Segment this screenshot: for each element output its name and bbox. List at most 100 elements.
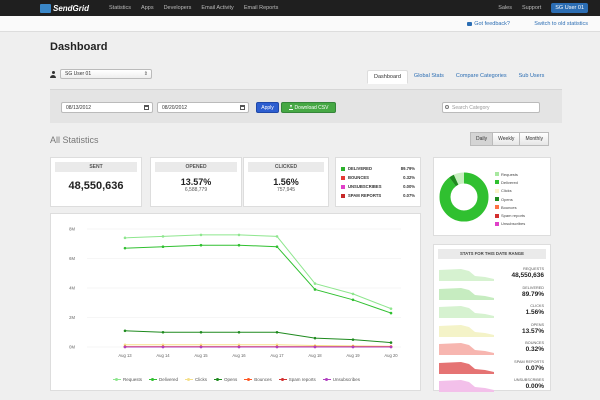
data-point[interactable] [123,236,127,240]
clicked-label: CLICKED [248,162,324,172]
legend-item[interactable]: Bounces [244,377,272,382]
start-date-input[interactable]: 08/13/2012 [61,102,153,113]
data-point[interactable] [123,329,127,333]
nav-apps[interactable]: Apps [141,5,154,11]
line-chart: 0M 2M 4M 6M 8M Aug 13 Aug 14 Aug 15 Aug 16 Aug 17… [69,227,401,358]
data-point[interactable] [389,345,393,349]
donut-legend: Requests Delivered Clicks Opens Bounces Spam … [495,170,525,228]
data-point[interactable] [199,243,203,247]
sparkline-area [439,343,494,355]
data-point[interactable] [389,307,393,310]
series-line-delivered [124,244,392,314]
data-point[interactable] [389,311,393,315]
data-point[interactable] [199,330,203,334]
tab-compare-categories[interactable]: Compare Categories [455,73,507,79]
series-line-requests [124,234,392,310]
opened-card: OPENED 13.57% 6,588,779 [150,157,242,207]
search-category-input[interactable]: Search Category [442,102,540,113]
monthly-button[interactable]: Monthly [519,132,549,146]
legend-item[interactable]: Opens [213,377,237,382]
data-point[interactable] [161,245,165,248]
rate-delivered: DELIVERED 89.79% [341,164,415,173]
data-point[interactable] [275,345,279,349]
data-point[interactable] [351,338,355,341]
range-stat-label: OPENS [530,322,544,327]
page-title: Dashboard [50,41,108,53]
donut-legend-label: Unsubscribes [501,221,526,227]
data-point[interactable] [161,343,165,347]
data-point[interactable] [237,233,241,237]
data-point[interactable] [161,345,165,349]
sendgrid-logo[interactable]: SendGrid [40,3,90,13]
x-tick-label: Aug 18 [308,353,322,358]
data-point[interactable] [237,343,241,347]
legend-label: Clicks [194,377,207,382]
rate-unsubscribes: UNSUBSCRIBES 0.00% [341,182,415,191]
data-point[interactable] [237,345,241,349]
x-tick-label: Aug 15 [194,353,208,358]
logo-icon [40,3,51,13]
feedback-link[interactable]: Got feedback? [467,21,510,27]
nav-statistics[interactable]: Statistics [109,5,132,11]
weekly-button[interactable]: Weekly [492,132,521,146]
data-point[interactable] [237,243,241,247]
x-tick-label: Aug 17 [270,353,284,358]
legend-item[interactable]: Delivered [148,377,178,382]
switch-old-stats-link[interactable]: Switch to old statistics [534,21,588,27]
data-point[interactable] [161,235,165,238]
sparkline-area [439,287,494,300]
nav-support[interactable]: Support [522,5,542,11]
nav-sales[interactable]: Sales [498,5,512,11]
data-point[interactable] [313,282,317,285]
y-tick-label: 0M [69,345,75,350]
x-tick-label: Aug 13 [118,353,132,358]
nav-developers[interactable]: Developers [163,5,192,11]
apply-button[interactable]: Apply [256,102,279,113]
data-point[interactable] [123,246,127,250]
end-date-input[interactable]: 08/20/2012 [157,102,249,113]
user-select[interactable]: SG User 01 ⇕ [60,69,152,79]
donut-panel: Requests Delivered Clicks Opens Bounces Spam … [433,157,551,236]
tab-global-stats[interactable]: Global Stats [413,73,444,79]
data-point[interactable] [389,341,393,344]
tab-dashboard[interactable]: Dashboard [367,70,408,84]
data-point[interactable] [199,233,203,237]
legend-item[interactable]: Unsubscribes [322,377,360,382]
data-point[interactable] [123,343,127,347]
legend-marker [322,377,331,381]
user-menu[interactable]: SG User 01 [551,3,588,13]
daily-button[interactable]: Daily [470,132,494,146]
data-point[interactable] [275,330,279,334]
data-point[interactable] [351,345,355,349]
data-point[interactable] [161,330,165,334]
donut-legend-swatch [495,197,499,202]
donut-legend-label: Requests [501,171,518,177]
data-point[interactable] [275,245,279,248]
data-point[interactable] [199,343,203,347]
x-tick-label: Aug 20 [384,353,398,358]
sparkline-area [439,361,494,374]
data-point[interactable] [313,336,317,340]
data-point[interactable] [351,298,355,302]
line-chart-panel: 0M 2M 4M 6M 8M Aug 13 Aug 14 Aug 15 Aug 16 Aug 17… [50,213,421,391]
legend-item[interactable]: Clicks [184,377,207,382]
legend-item[interactable]: Requests [112,377,142,382]
nav-email-reports[interactable]: Email Reports [243,5,279,11]
nav-email-activity[interactable]: Email Activity [201,5,234,11]
data-point[interactable] [123,345,127,349]
data-point[interactable] [199,345,203,349]
calendar-icon[interactable] [240,105,245,110]
download-csv-button[interactable]: Download CSV [281,102,336,113]
data-point[interactable] [275,235,279,238]
logo-text: SendGrid [53,3,90,13]
x-tick-label: Aug 16 [232,353,246,358]
data-point[interactable] [237,330,241,334]
tab-sub-users[interactable]: Sub Users [518,73,545,79]
rate-value: 0.32% [403,175,415,180]
data-point[interactable] [313,288,317,291]
legend-item[interactable]: Spam reports [278,377,316,382]
data-point[interactable] [275,343,279,347]
data-point[interactable] [351,292,355,296]
data-point[interactable] [313,345,317,349]
calendar-icon[interactable] [144,105,149,110]
